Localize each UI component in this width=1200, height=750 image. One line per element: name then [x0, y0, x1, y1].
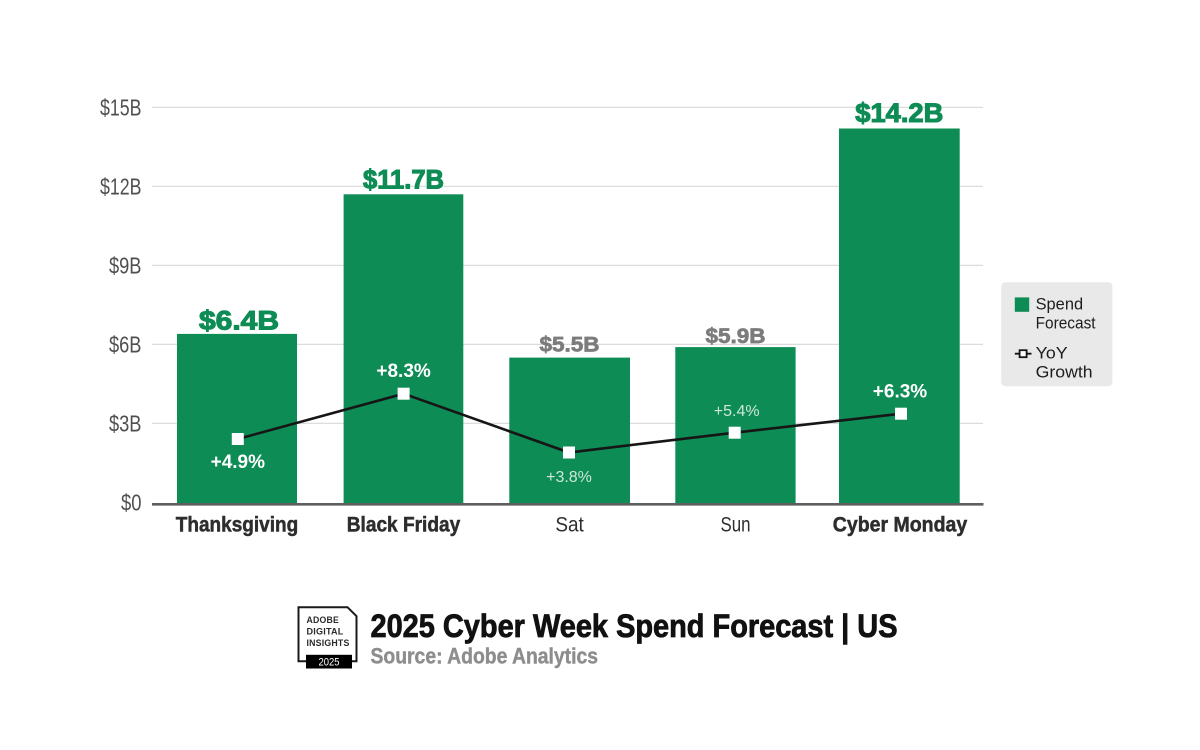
svg-text:+6.3%: +6.3% [873, 381, 928, 402]
svg-text:Sat: Sat [555, 514, 584, 537]
svg-text:Source: Adobe Analytics: Source: Adobe Analytics [371, 644, 599, 669]
svg-text:$5.9B: $5.9B [706, 325, 766, 348]
svg-text:$6B: $6B [109, 331, 142, 357]
svg-text:Spend: Spend [1036, 294, 1084, 313]
svg-text:$12B: $12B [100, 173, 142, 199]
svg-text:Thanksgiving: Thanksgiving [176, 514, 299, 537]
svg-text:$3B: $3B [109, 410, 142, 436]
svg-text:INSIGHTS: INSIGHTS [307, 638, 350, 648]
svg-text:+8.3%: +8.3% [376, 361, 431, 382]
svg-text:+4.9%: +4.9% [211, 452, 266, 473]
svg-text:Black Friday: Black Friday [347, 514, 461, 537]
svg-text:$11.7B: $11.7B [363, 164, 444, 194]
svg-text:Sun: Sun [721, 514, 751, 537]
svg-text:2025: 2025 [319, 656, 340, 668]
svg-text:+5.4%: +5.4% [714, 403, 760, 420]
svg-text:2025 Cyber Week Spend Forecast: 2025 Cyber Week Spend Forecast | US [371, 608, 898, 644]
svg-text:Cyber Monday: Cyber Monday [833, 514, 968, 537]
svg-text:$15B: $15B [100, 94, 142, 120]
svg-text:Forecast: Forecast [1036, 313, 1096, 332]
svg-text:$9B: $9B [109, 252, 142, 278]
svg-text:Growth: Growth [1036, 362, 1093, 381]
svg-text:$0: $0 [121, 489, 142, 515]
svg-text:ADOBE: ADOBE [307, 615, 340, 625]
svg-text:DIGITAL: DIGITAL [307, 626, 344, 636]
svg-text:+3.8%: +3.8% [546, 469, 592, 486]
svg-text:$14.2B: $14.2B [855, 98, 943, 128]
svg-text:$6.4B: $6.4B [199, 305, 279, 335]
svg-text:YoY: YoY [1036, 343, 1068, 362]
svg-text:$5.5B: $5.5B [540, 334, 600, 357]
